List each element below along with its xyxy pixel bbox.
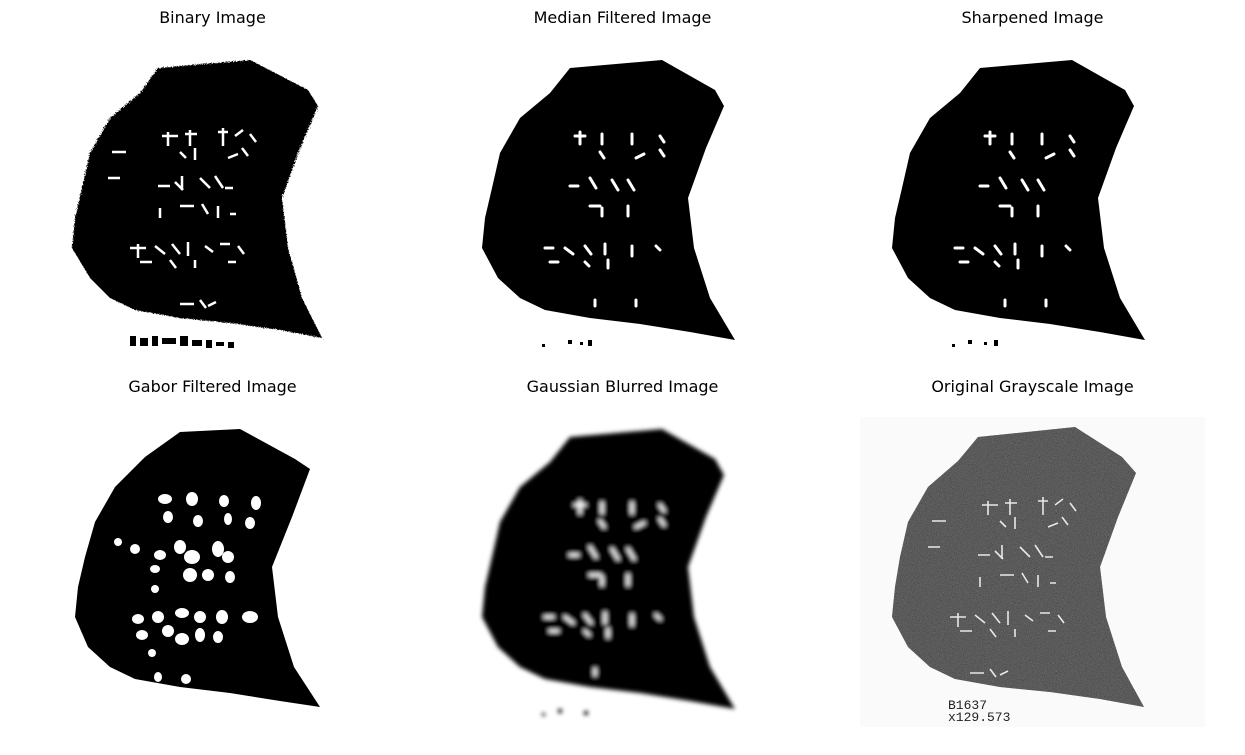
inscription-glyphs (543, 130, 666, 308)
inscription-glyphs (543, 499, 666, 677)
original-grayscale-image: B1637 x129.573 (860, 417, 1205, 727)
panel-title: Gabor Filtered Image (128, 377, 297, 396)
specimen-label-line2: x129.573 (948, 710, 1010, 725)
panel-title: Gaussian Blurred Image (526, 377, 719, 396)
gaussian-blurred-image (482, 429, 735, 716)
specimen-label-noise (542, 340, 592, 347)
tablet-silhouette (482, 429, 735, 709)
specimen-label-noise (542, 709, 588, 716)
tablet-silhouette (72, 60, 322, 338)
binary-image (72, 60, 322, 348)
tablet-silhouette (892, 427, 1144, 707)
tablet-silhouette (892, 60, 1145, 340)
specimen-label-line1: B1637 (948, 698, 987, 713)
inscription-glyphs (108, 128, 257, 309)
gabor-filtered-image (75, 429, 320, 707)
panel-title: Original Grayscale Image (931, 377, 1134, 396)
tablet-silhouette (75, 429, 320, 707)
panel-title: Median Filtered Image (533, 8, 712, 27)
panel-title: Binary Image (159, 8, 266, 27)
specimen-label: B1637 x129.573 (948, 698, 1010, 725)
median-filtered-image (482, 60, 735, 347)
inscription-glyphs (953, 130, 1076, 308)
sharpened-image (892, 60, 1145, 347)
panel-title: Sharpened Image (961, 8, 1104, 27)
inscription-blobs (114, 492, 261, 684)
inscription-glyphs (928, 497, 1077, 678)
specimen-label-noise (952, 340, 998, 347)
tablet-silhouette (482, 60, 735, 340)
specimen-label-noise (130, 336, 234, 348)
